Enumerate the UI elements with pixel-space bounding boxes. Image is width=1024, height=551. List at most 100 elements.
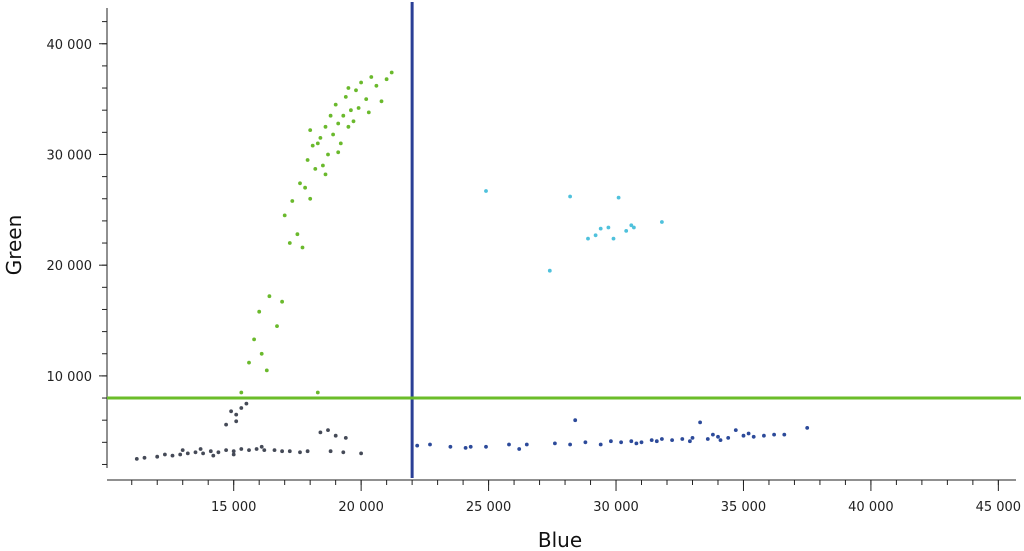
data-point [711, 432, 715, 437]
data-point [366, 110, 371, 115]
data-point [349, 108, 353, 113]
data-point [606, 225, 611, 230]
data-point [660, 437, 664, 441]
data-point [287, 449, 292, 454]
y-tick-label: 20 000 [47, 259, 93, 274]
data-point [359, 451, 363, 456]
data-point [359, 80, 363, 85]
data-point [208, 449, 213, 454]
data-point [305, 158, 310, 162]
data-point [448, 444, 453, 449]
data-point [346, 86, 351, 90]
data-point [336, 121, 341, 126]
data-point [351, 119, 356, 124]
data-point [254, 447, 259, 451]
data-point [308, 196, 313, 201]
data-point [193, 450, 198, 455]
data-point [185, 451, 190, 456]
data-point [310, 143, 315, 148]
data-point [583, 440, 588, 445]
data-point [762, 433, 766, 438]
data-point [632, 225, 636, 230]
data-point [142, 455, 147, 460]
data-point [323, 124, 328, 129]
data-point [346, 124, 351, 129]
data-point [379, 99, 384, 104]
x-tick-label: 15 000 [211, 500, 257, 515]
data-point [341, 113, 346, 118]
data-point [267, 294, 272, 299]
data-point [259, 351, 264, 356]
data-point [782, 432, 787, 437]
data-point [275, 324, 279, 328]
data-point [751, 434, 756, 439]
data-point [616, 195, 621, 200]
data-point [705, 437, 710, 441]
data-point [741, 433, 746, 438]
data-point [384, 77, 389, 82]
x-axis-title: Blue [538, 528, 582, 551]
x-axis: 15 000 20 000 25 000 30 000 35 000 40 000 45 0… [107, 479, 1022, 515]
data-point [308, 128, 313, 133]
data-point [639, 440, 644, 445]
data-point [805, 426, 810, 430]
data-point [239, 447, 244, 451]
data-point [252, 337, 256, 342]
data-point [180, 448, 185, 452]
data-point [698, 420, 702, 425]
data-point [654, 439, 659, 444]
data-point [670, 438, 674, 442]
data-point [660, 220, 664, 224]
x-tick-label: 20 000 [338, 500, 384, 515]
data-point [428, 442, 432, 447]
data-point [280, 449, 284, 454]
data-point [573, 418, 578, 423]
data-point [468, 444, 473, 449]
data-point [155, 454, 160, 459]
data-point [211, 453, 216, 458]
x-tick-label: 45 000 [976, 500, 1022, 515]
data-point [264, 368, 269, 373]
data-point [303, 185, 307, 190]
data-point [331, 132, 335, 137]
data-point [170, 453, 175, 458]
data-point [298, 181, 302, 186]
data-point [649, 438, 654, 442]
data-point [629, 223, 634, 228]
data-point [224, 448, 229, 452]
data-point [624, 229, 629, 233]
data-point [726, 436, 731, 440]
data-point [463, 446, 468, 450]
data-point [234, 412, 239, 417]
data-point [239, 390, 244, 395]
data-point [598, 442, 603, 447]
data-point [553, 441, 557, 446]
data-point [259, 444, 264, 449]
y-axis-title: Green [2, 215, 26, 276]
data-point [290, 199, 295, 203]
data-point [282, 213, 287, 218]
data-point [547, 268, 552, 273]
data-point [257, 309, 262, 314]
data-point [216, 450, 221, 455]
series-blue-cluster [415, 418, 810, 451]
data-point [716, 434, 720, 439]
data-point [690, 436, 695, 440]
data-point [231, 452, 236, 457]
data-point [313, 167, 318, 171]
data-point [568, 442, 572, 447]
y-tick-label: 40 000 [47, 38, 93, 53]
data-point [333, 102, 338, 107]
data-point [374, 83, 379, 88]
data-point [593, 233, 598, 238]
data-point [629, 439, 634, 444]
data-point [287, 241, 292, 245]
data-point [634, 441, 639, 446]
data-point [305, 449, 310, 454]
data-point [323, 172, 328, 177]
data-point [262, 448, 267, 452]
data-point [333, 433, 338, 438]
data-point [341, 450, 346, 455]
data-point [772, 432, 776, 437]
